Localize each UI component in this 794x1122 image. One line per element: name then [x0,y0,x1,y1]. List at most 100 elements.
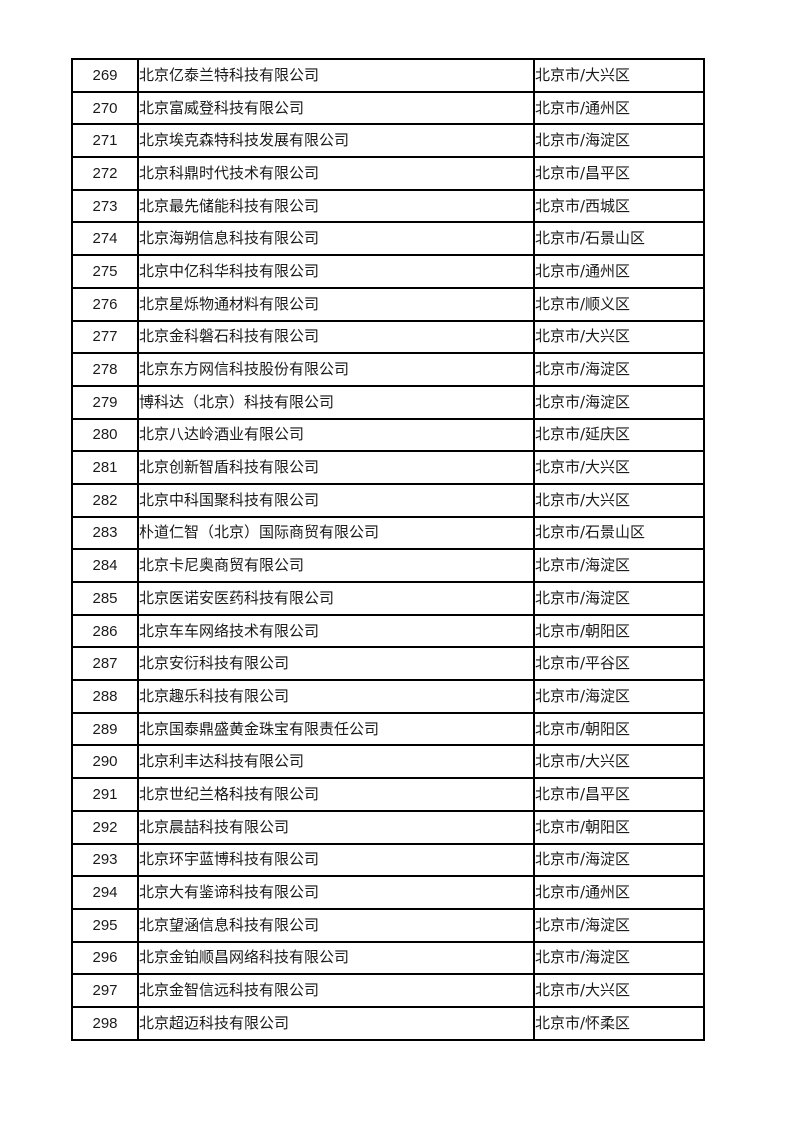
company-name-cell: 北京东方网信科技股份有限公司 [137,352,535,387]
table-row: 271 北京埃克森特科技发展有限公司 北京市/海淀区 [71,123,705,159]
region-cell: 北京市/大兴区 [533,58,705,93]
row-number-cell: 284 [71,548,139,583]
row-number-cell: 287 [71,646,139,682]
table-row: 283 朴道仁智（北京）国际商贸有限公司 北京市/石景山区 [71,515,705,551]
row-number-cell: 292 [71,809,139,845]
region-cell: 北京市/昌平区 [533,777,705,812]
row-number-cell: 290 [71,744,139,780]
table-row: 298 北京超迈科技有限公司 北京市/怀柔区 [71,1005,705,1041]
region-cell: 北京市/通州区 [533,254,705,289]
region-cell: 北京市/海淀区 [533,123,705,159]
row-number-cell: 277 [71,319,139,355]
company-name-cell: 朴道仁智（北京）国际商贸有限公司 [137,515,535,551]
table-row: 270 北京富威登科技有限公司 北京市/通州区 [71,90,705,126]
table-row: 291 北京世纪兰格科技有限公司 北京市/昌平区 [71,777,705,812]
region-cell: 北京市/海淀区 [533,907,705,943]
row-number-cell: 296 [71,940,139,976]
row-number-cell: 269 [71,58,139,93]
table-row: 294 北京大有鉴谛科技有限公司 北京市/通州区 [71,875,705,910]
company-name-cell: 北京望涵信息科技有限公司 [137,907,535,943]
company-name-cell: 北京卡尼奥商贸有限公司 [137,548,535,583]
table-row: 276 北京星烁物通材料有限公司 北京市/顺义区 [71,286,705,322]
region-cell: 北京市/石景山区 [533,221,705,257]
company-name-cell: 北京科鼎时代技术有限公司 [137,156,535,191]
region-cell: 北京市/海淀区 [533,842,705,878]
table-row: 282 北京中科国聚科技有限公司 北京市/大兴区 [71,482,705,518]
company-region-table: 269 北京亿泰兰特科技有限公司 北京市/大兴区 270 北京富威登科技有限公司 北京市/… [71,58,705,1041]
company-name-cell: 北京世纪兰格科技有限公司 [137,777,535,812]
row-number-cell: 295 [71,907,139,943]
company-name-cell: 北京金科磐石科技有限公司 [137,319,535,355]
row-number-cell: 288 [71,679,139,714]
region-cell: 北京市/朝阳区 [533,809,705,845]
row-number-cell: 276 [71,286,139,322]
row-number-cell: 272 [71,156,139,191]
region-cell: 北京市/海淀区 [533,581,705,616]
region-cell: 北京市/海淀区 [533,384,705,420]
table-row: 287 北京安衍科技有限公司 北京市/平谷区 [71,646,705,682]
company-name-cell: 北京中科国聚科技有限公司 [137,482,535,518]
table-row: 296 北京金铂顺昌网络科技有限公司 北京市/海淀区 [71,940,705,976]
company-name-cell: 北京安衍科技有限公司 [137,646,535,682]
region-cell: 北京市/大兴区 [533,744,705,780]
table-row: 285 北京医诺安医药科技有限公司 北京市/海淀区 [71,581,705,616]
table-row: 284 北京卡尼奥商贸有限公司 北京市/海淀区 [71,548,705,583]
company-name-cell: 博科达（北京）科技有限公司 [137,384,535,420]
company-name-cell: 北京最先储能科技有限公司 [137,188,535,224]
company-name-cell: 北京星烁物通材料有限公司 [137,286,535,322]
company-name-cell: 北京中亿科华科技有限公司 [137,254,535,289]
region-cell: 北京市/朝阳区 [533,711,705,747]
company-name-cell: 北京富威登科技有限公司 [137,90,535,126]
region-cell: 北京市/大兴区 [533,482,705,518]
company-name-cell: 北京环宇蓝博科技有限公司 [137,842,535,878]
table-row: 277 北京金科磐石科技有限公司 北京市/大兴区 [71,319,705,355]
company-name-cell: 北京利丰达科技有限公司 [137,744,535,780]
region-cell: 北京市/顺义区 [533,286,705,322]
region-cell: 北京市/海淀区 [533,940,705,976]
row-number-cell: 273 [71,188,139,224]
row-number-cell: 270 [71,90,139,126]
region-cell: 北京市/朝阳区 [533,613,705,649]
company-name-cell: 北京创新智盾科技有限公司 [137,450,535,485]
row-number-cell: 286 [71,613,139,649]
table-row: 280 北京八达岭酒业有限公司 北京市/延庆区 [71,417,705,453]
company-name-cell: 北京海朔信息科技有限公司 [137,221,535,257]
row-number-cell: 298 [71,1005,139,1041]
table-row: 281 北京创新智盾科技有限公司 北京市/大兴区 [71,450,705,485]
table-row: 269 北京亿泰兰特科技有限公司 北京市/大兴区 [71,58,705,93]
region-cell: 北京市/怀柔区 [533,1005,705,1041]
table-row: 272 北京科鼎时代技术有限公司 北京市/昌平区 [71,156,705,191]
company-name-cell: 北京晨喆科技有限公司 [137,809,535,845]
company-name-cell: 北京八达岭酒业有限公司 [137,417,535,453]
company-name-cell: 北京超迈科技有限公司 [137,1005,535,1041]
table-row: 274 北京海朔信息科技有限公司 北京市/石景山区 [71,221,705,257]
company-table-body: 269 北京亿泰兰特科技有限公司 北京市/大兴区 270 北京富威登科技有限公司 北京市/… [71,58,705,1041]
table-row: 279 博科达（北京）科技有限公司 北京市/海淀区 [71,384,705,420]
region-cell: 北京市/平谷区 [533,646,705,682]
row-number-cell: 285 [71,581,139,616]
row-number-cell: 297 [71,973,139,1008]
table-row: 293 北京环宇蓝博科技有限公司 北京市/海淀区 [71,842,705,878]
table-row: 278 北京东方网信科技股份有限公司 北京市/海淀区 [71,352,705,387]
company-name-cell: 北京国泰鼎盛黄金珠宝有限责任公司 [137,711,535,747]
region-cell: 北京市/海淀区 [533,548,705,583]
row-number-cell: 283 [71,515,139,551]
row-number-cell: 279 [71,384,139,420]
table-row: 289 北京国泰鼎盛黄金珠宝有限责任公司 北京市/朝阳区 [71,711,705,747]
company-name-cell: 北京趣乐科技有限公司 [137,679,535,714]
row-number-cell: 274 [71,221,139,257]
row-number-cell: 275 [71,254,139,289]
row-number-cell: 278 [71,352,139,387]
row-number-cell: 271 [71,123,139,159]
company-name-cell: 北京金铂顺昌网络科技有限公司 [137,940,535,976]
region-cell: 北京市/海淀区 [533,679,705,714]
row-number-cell: 282 [71,482,139,518]
row-number-cell: 293 [71,842,139,878]
table-row: 273 北京最先储能科技有限公司 北京市/西城区 [71,188,705,224]
region-cell: 北京市/大兴区 [533,973,705,1008]
table-row: 288 北京趣乐科技有限公司 北京市/海淀区 [71,679,705,714]
region-cell: 北京市/大兴区 [533,450,705,485]
table-row: 292 北京晨喆科技有限公司 北京市/朝阳区 [71,809,705,845]
company-name-cell: 北京亿泰兰特科技有限公司 [137,58,535,93]
